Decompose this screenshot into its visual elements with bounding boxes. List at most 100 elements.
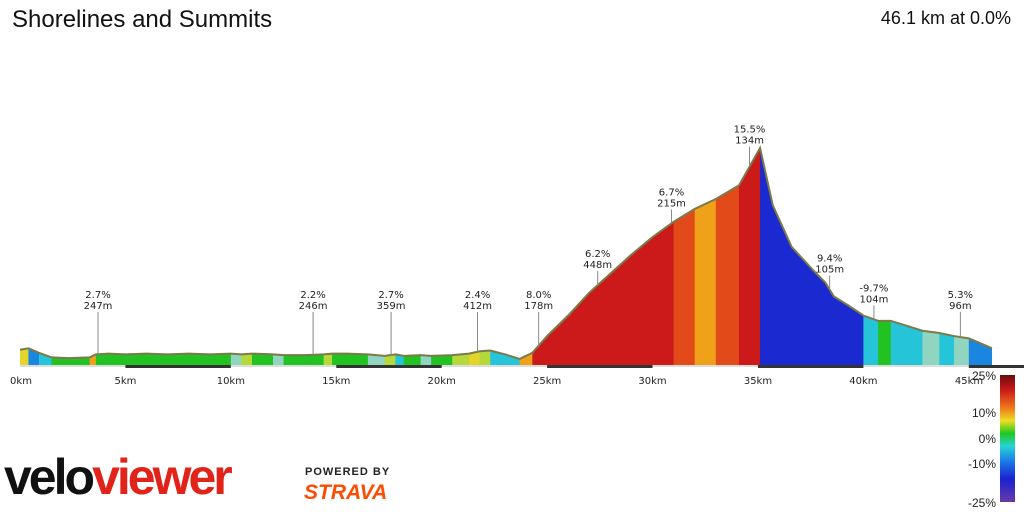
x-tick-label: 20km (428, 376, 456, 387)
profile-segment (905, 148, 924, 365)
x-axis-band (547, 365, 653, 368)
profile-segment (772, 148, 793, 365)
climb-annotation: -9.7%104m (859, 283, 889, 320)
profile-segment (241, 148, 253, 365)
x-tick-label: 5km (114, 376, 136, 387)
profile-segment (367, 148, 386, 365)
climb-annotation: 6.2%448m (583, 249, 612, 286)
profile-segment (188, 148, 211, 365)
profile-segment (38, 148, 53, 365)
annotation-length: 412m (463, 301, 492, 312)
annotation-length: 134m (735, 136, 764, 147)
gradient-scale-label: 10% (972, 406, 996, 420)
x-tick-label: 15km (322, 376, 350, 387)
annotation-length: 246m (299, 301, 328, 312)
profile-segment (28, 148, 40, 365)
profile-segment (395, 148, 405, 365)
annotation-length: 359m (377, 301, 406, 312)
profile-segment (431, 148, 453, 365)
profile-segment (631, 148, 654, 365)
strava-logo[interactable]: STRAVA (304, 481, 388, 504)
gradient-scale-label: 25% (972, 369, 996, 383)
climb-annotation: 2.4%412m (463, 290, 492, 352)
profile-segment (954, 148, 970, 365)
annotation-grade: 5.3% (948, 290, 973, 301)
profile-segment (490, 148, 506, 365)
profile-segment (167, 148, 190, 365)
profile-segment (848, 148, 864, 365)
climb-annotation: 5.3%96m (948, 290, 973, 338)
profile-segment (346, 148, 369, 365)
profile-segment (125, 148, 148, 365)
profile-segment (673, 148, 696, 365)
x-axis (20, 365, 1024, 368)
gradient-color-bar (1000, 375, 1015, 502)
profile-segment (89, 148, 97, 365)
profile-segment (209, 148, 232, 365)
x-tick-label: 40km (849, 376, 877, 387)
x-tick-label: 10km (217, 376, 245, 387)
profile-segment (251, 148, 274, 365)
climb-annotation: 8.0%178m (524, 290, 553, 346)
profile-segment (715, 148, 740, 365)
profile-segment (981, 148, 992, 365)
x-axis-ticks: 0km 5km 10km 15km 20km 25km 30km 35km 40km 45km (10, 376, 983, 387)
profile-segment (384, 148, 396, 365)
profile-segment (878, 148, 892, 365)
profile-segment (146, 148, 169, 365)
profile-segment (760, 148, 774, 365)
annotation-length: 448m (583, 260, 612, 271)
profile-segment (230, 148, 242, 365)
x-axis-band (125, 365, 231, 368)
profile-segment (283, 148, 306, 365)
climb-annotation: 6.7%215m (657, 187, 686, 224)
profile-segment (108, 148, 127, 365)
profile-segment (504, 148, 521, 365)
profile-outline (19, 145, 993, 360)
profile-segment (939, 148, 955, 365)
veloviewer-logo[interactable]: veloviewer (4, 449, 233, 505)
profile-segment (968, 148, 983, 365)
annotation-grade: 9.4% (817, 254, 842, 265)
x-tick-label: 0km (10, 376, 32, 387)
profile-segment (519, 148, 533, 365)
x-axis-band (757, 365, 864, 368)
profile-segment (890, 148, 907, 365)
climb-annotation: 2.7%359m (377, 290, 406, 355)
logo-part-viewer: viewer (92, 449, 233, 505)
profile-gradient-fill (20, 148, 992, 365)
annotation-grade: 8.0% (526, 290, 551, 301)
annotation-grade: 6.2% (585, 249, 610, 260)
profile-segment (738, 148, 761, 365)
chart-title: Shorelines and Summits (12, 6, 273, 33)
profile-segment (532, 148, 548, 365)
profile-segment (469, 148, 481, 365)
x-tick-label: 45km (955, 376, 983, 387)
profile-segment (479, 148, 491, 365)
annotation-grade: 15.5% (734, 125, 766, 136)
annotation-length: 178m (524, 301, 553, 312)
profile-segment (452, 148, 470, 365)
profile-segment (332, 148, 348, 365)
logo-part-velo: velo (4, 449, 95, 505)
annotation-length: 105m (815, 265, 844, 276)
gradient-legend: 25% 10% 0% -10% -25% (968, 369, 1015, 510)
annotation-length: 215m (657, 198, 686, 209)
gradient-scale-label: -25% (968, 496, 996, 510)
profile-segment (610, 148, 633, 365)
profile-segment (323, 148, 333, 365)
x-axis-band (336, 365, 442, 368)
profile-segment (694, 148, 717, 365)
climb-annotation: 15.5%134m (734, 125, 766, 167)
climb-annotation: 9.4%105m (815, 254, 844, 290)
profile-segment (304, 148, 325, 365)
profile-segment (652, 148, 675, 365)
annotation-grade: 2.2% (300, 290, 325, 301)
annotation-length: 96m (949, 301, 971, 312)
annotation-grade: 2.4% (465, 290, 490, 301)
x-tick-label: 25km (533, 376, 561, 387)
profile-segment (51, 148, 70, 365)
gradient-scale-label: -10% (968, 457, 996, 471)
annotation-length: 104m (860, 294, 889, 305)
annotation-grade: -9.7% (859, 283, 888, 294)
